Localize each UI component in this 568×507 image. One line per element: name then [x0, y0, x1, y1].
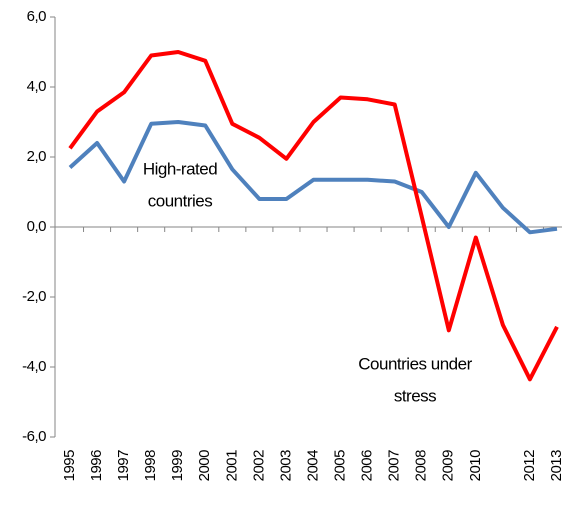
y-tick-label: 6,0: [27, 8, 47, 25]
y-tick-label: 2,0: [27, 148, 47, 165]
x-tick-label: 2010: [467, 450, 484, 482]
x-tick-label: 1996: [88, 450, 105, 482]
series-label: Countries under: [358, 354, 472, 373]
series-label: stress: [394, 386, 436, 405]
y-tick-label: -4,0: [22, 358, 46, 375]
y-tick-label: -6,0: [22, 428, 46, 445]
x-tick-label: 2003: [277, 450, 294, 482]
y-tick-label: 0,0: [27, 218, 47, 235]
x-tick-label: 2012: [521, 450, 538, 482]
x-tick-label: 1999: [169, 450, 186, 482]
x-tick-label: 2002: [250, 450, 267, 482]
x-tick-label: 2004: [304, 450, 321, 482]
x-tick-label: 2007: [386, 450, 403, 482]
series-label: High-rated: [143, 159, 217, 178]
x-tick-label: 1995: [61, 450, 78, 482]
x-tick-label: 1998: [142, 450, 159, 482]
x-tick-label: 2006: [359, 450, 376, 482]
series-line: [68, 50, 559, 382]
x-tick-label: 2000: [196, 450, 213, 482]
x-tick-label: 2013: [548, 450, 565, 482]
x-tick-label: 2008: [413, 450, 430, 482]
x-tick-label: 2001: [223, 450, 240, 482]
x-tick-label: 2005: [332, 450, 349, 482]
x-tick-label: 1997: [115, 450, 132, 482]
series-label: countries: [148, 191, 212, 210]
x-tick-label: 2009: [440, 450, 457, 482]
series-line: [68, 120, 558, 235]
y-tick-label: 4,0: [27, 78, 47, 95]
y-tick-label: -2,0: [22, 288, 46, 305]
